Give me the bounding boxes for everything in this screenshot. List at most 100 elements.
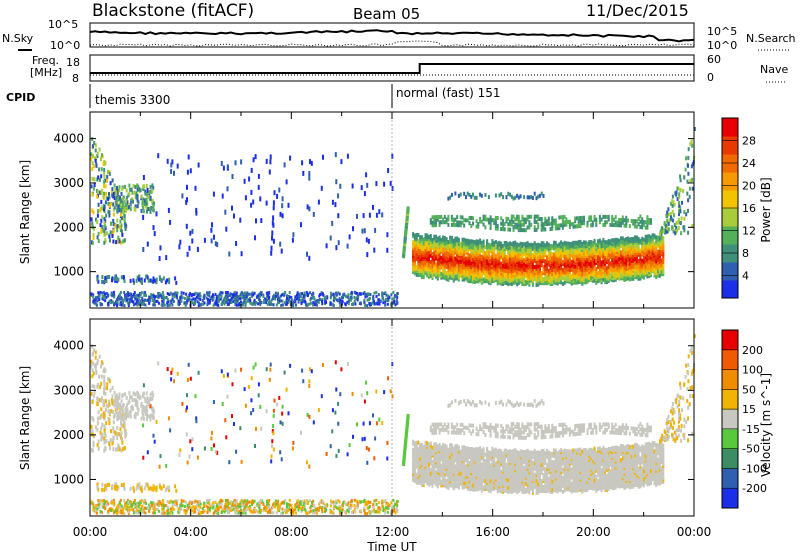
freq-tick-top: 18 <box>66 56 80 69</box>
power-cell <box>202 295 205 299</box>
power-cell <box>120 198 123 203</box>
power-cell <box>517 214 520 219</box>
power-cell <box>94 298 97 301</box>
power-cell <box>95 162 98 167</box>
power-cell <box>101 291 104 295</box>
power-cell <box>117 224 120 229</box>
power-cell <box>276 293 279 297</box>
power-cell <box>487 242 490 247</box>
power-cell <box>339 183 342 189</box>
power-cell <box>214 292 217 296</box>
power-cell <box>112 192 115 196</box>
power-cell <box>317 300 320 304</box>
power-cell <box>457 220 460 225</box>
power-cell <box>461 215 464 220</box>
power-cell <box>477 222 480 226</box>
power-cell <box>611 215 614 219</box>
power-cell <box>433 244 436 249</box>
power-cell <box>373 291 376 295</box>
power-cell <box>134 204 137 209</box>
power-cell <box>642 237 645 242</box>
power-cell <box>632 219 635 224</box>
power-cell <box>521 217 524 222</box>
power-cell <box>97 231 100 236</box>
power-cell <box>248 176 251 182</box>
power-cell <box>489 243 492 248</box>
power-cell <box>468 193 471 197</box>
power-cell <box>119 303 122 306</box>
power-cell <box>570 253 573 258</box>
power-cell <box>176 296 179 300</box>
power-cell <box>111 276 114 281</box>
power-cell <box>122 195 125 200</box>
power-cell <box>447 252 450 256</box>
power-cell <box>445 217 448 222</box>
power-cell <box>456 215 459 220</box>
power-cell <box>108 192 110 197</box>
noise-tick-bottom-left: 10^0 <box>50 39 80 52</box>
power-cell <box>303 299 306 303</box>
power-cell <box>577 224 580 229</box>
power-cell <box>540 227 543 232</box>
power-cell <box>443 251 446 256</box>
velocity-cell <box>431 451 434 456</box>
power-cell <box>607 263 610 267</box>
power-cell <box>116 186 118 190</box>
power-cell <box>479 192 482 197</box>
power-cell <box>239 217 242 223</box>
power-cell <box>107 196 110 201</box>
power-cell <box>244 301 247 305</box>
power-cell <box>435 223 437 228</box>
power-cell <box>289 295 292 299</box>
power-cell <box>94 158 97 163</box>
power-cell <box>233 298 236 302</box>
power-cell <box>199 294 202 298</box>
power-cell <box>152 303 155 307</box>
power-cell <box>116 205 119 210</box>
power-cell <box>103 240 106 245</box>
power-cell <box>563 246 566 251</box>
power-cell <box>498 256 501 261</box>
power-cell <box>431 220 434 225</box>
power-cell <box>586 220 589 225</box>
power-cell <box>152 276 155 281</box>
power-cell <box>693 127 696 131</box>
power-cell <box>99 223 102 228</box>
power-cell <box>120 297 123 300</box>
power-cell <box>104 226 107 231</box>
power-cell <box>503 272 506 277</box>
power-cell <box>375 294 378 298</box>
power-cell <box>104 299 107 303</box>
power-cell <box>173 295 176 299</box>
power-cell <box>165 278 168 283</box>
power-cell <box>151 188 154 193</box>
power-cell <box>422 271 425 276</box>
velocity-cell <box>417 450 420 455</box>
power-cell <box>170 162 173 168</box>
power-cell <box>354 302 357 306</box>
power-cell <box>367 292 370 296</box>
power-cell <box>450 217 453 222</box>
power-cell <box>509 241 511 246</box>
power-cell <box>102 161 105 166</box>
power-cell <box>228 294 231 297</box>
power-cell <box>528 270 531 275</box>
power-cell <box>387 298 390 302</box>
power-cell <box>500 192 503 197</box>
power-cell <box>123 213 126 218</box>
power-cell <box>563 276 566 281</box>
power-cell <box>602 214 605 219</box>
power-cell <box>309 298 312 302</box>
power-cell <box>92 210 95 215</box>
power-cell <box>110 221 112 226</box>
power-cell <box>561 276 564 280</box>
power-cell <box>445 275 448 279</box>
power-cell <box>510 222 513 227</box>
power-cell <box>178 299 181 303</box>
velocity-cell <box>415 440 418 445</box>
power-cell <box>189 168 192 174</box>
velocity-cell <box>447 459 450 464</box>
power-cell <box>166 301 169 305</box>
power-cell <box>393 300 396 304</box>
power-cell <box>151 293 154 297</box>
